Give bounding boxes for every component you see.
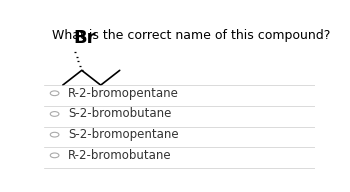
Text: S-2-bromobutane: S-2-bromobutane [68, 108, 172, 120]
Text: Br: Br [74, 29, 96, 47]
Text: R-2-bromopentane: R-2-bromopentane [68, 87, 179, 100]
Text: What is the correct name of this compound?: What is the correct name of this compoun… [52, 29, 330, 42]
Text: S-2-bromopentane: S-2-bromopentane [68, 128, 179, 141]
Text: R-2-bromobutane: R-2-bromobutane [68, 149, 172, 162]
